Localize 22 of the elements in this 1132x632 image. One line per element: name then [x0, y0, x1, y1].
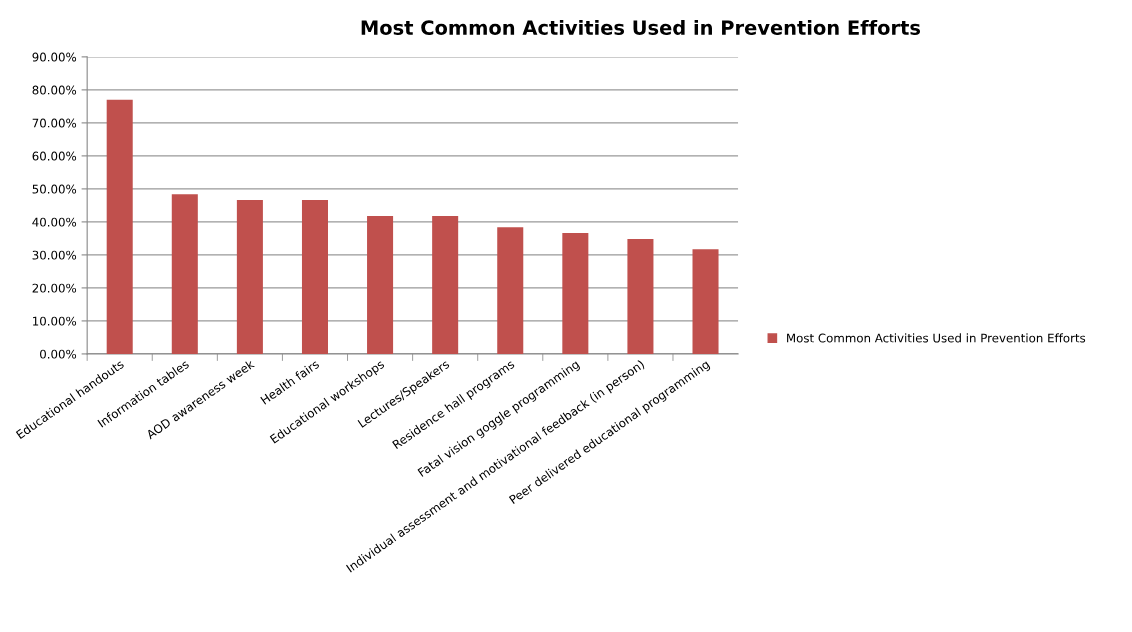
bar: [562, 233, 589, 354]
bar: [627, 239, 654, 354]
bar: [367, 215, 394, 354]
chart-title: Most Common Activities Used in Prevention Efforts: [361, 19, 921, 35]
bar: [301, 200, 328, 354]
bar: [432, 215, 459, 354]
y-tick-label: 40.00%: [32, 217, 77, 227]
bar: [692, 249, 719, 354]
y-tick-label: 30.00%: [32, 250, 77, 260]
legend-label: Most Common Activities Used in Prevention Efforts: [787, 333, 1086, 343]
y-tick-label: 60.00%: [32, 151, 77, 161]
bar: [236, 200, 263, 354]
y-tick-label: 80.00%: [32, 85, 77, 95]
bar: [106, 99, 133, 354]
y-tick-label: 0.00%: [40, 349, 77, 359]
y-tick-label: 20.00%: [32, 283, 77, 293]
y-tick-label: 70.00%: [32, 118, 77, 128]
y-tick-label: 50.00%: [32, 184, 77, 194]
y-tick-label: 90.00%: [32, 52, 77, 62]
y-tick-label: 10.00%: [33, 316, 77, 326]
bar: [497, 227, 524, 354]
bar: [171, 194, 198, 354]
